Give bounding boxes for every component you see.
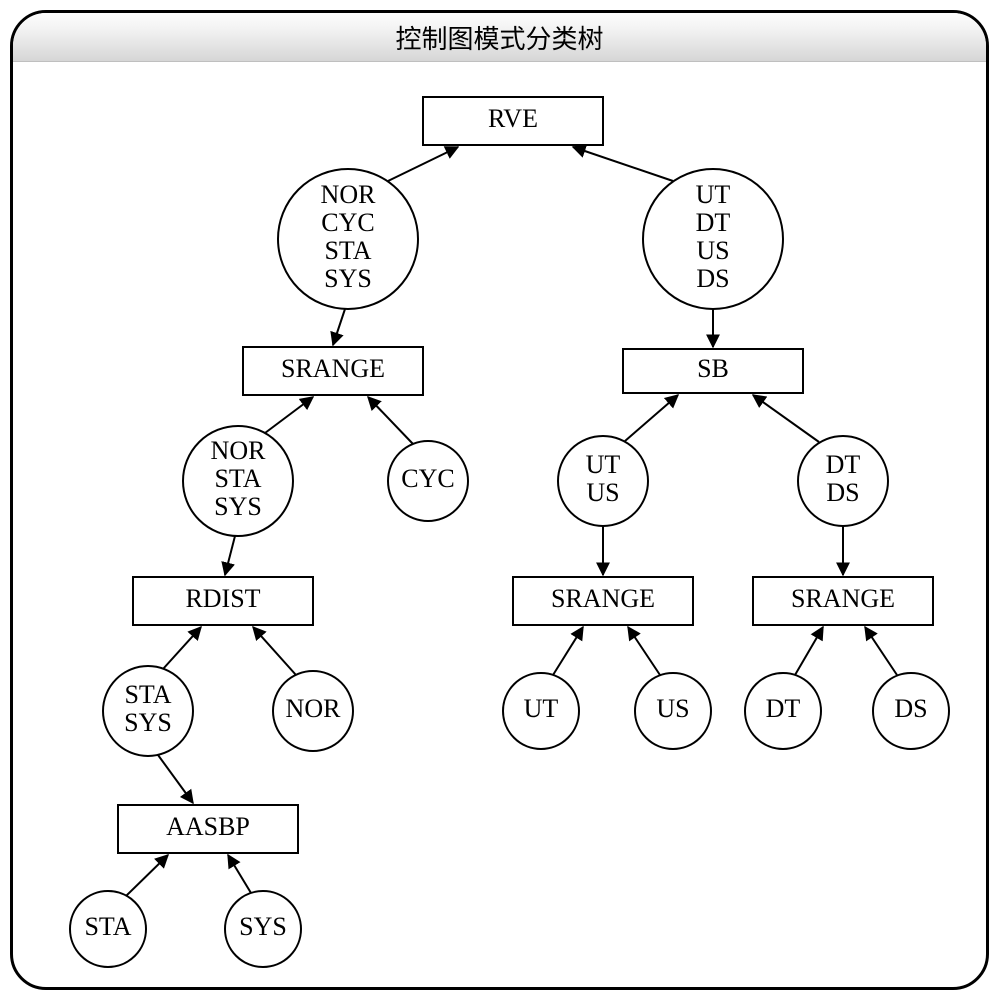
edge-nor-rdist [253, 627, 296, 675]
node-aasbp: AASBP [118, 805, 298, 853]
edge-sys-aasbp [228, 855, 251, 893]
node-stasys: STASYS [103, 666, 193, 756]
node-label: NOR [211, 436, 267, 465]
node-label: STA [124, 680, 171, 709]
node-nor: NOR [273, 671, 353, 751]
node-label: STA [214, 464, 261, 493]
edge-ncsy-rve [388, 147, 458, 181]
node-label: US [656, 694, 689, 723]
node-udud: UTDTUSDS [643, 169, 783, 309]
edge-cyc-srange1 [368, 397, 413, 444]
node-label: SYS [324, 264, 372, 293]
frame: 控制图模式分类树 RVENORCYCSTASYSUTDTUSDSSRANGESB… [0, 0, 999, 1000]
node-label: UT [696, 180, 731, 209]
edge-utus-sb [625, 395, 678, 441]
node-label: CYC [321, 208, 374, 237]
edge-dt-srange3 [795, 627, 823, 675]
node-label: RDIST [185, 584, 260, 613]
node-label: UT [524, 694, 559, 723]
edge-us-srange2 [628, 627, 660, 675]
node-ds: DS [873, 673, 949, 749]
node-us: US [635, 673, 711, 749]
node-label: SRANGE [281, 354, 385, 383]
node-ut: UT [503, 673, 579, 749]
node-label: UT [586, 450, 621, 479]
edge-nss-srange1 [265, 397, 313, 433]
node-label: SYS [239, 912, 287, 941]
tree-canvas: RVENORCYCSTASYSUTDTUSDSSRANGESBNORSTASYS… [13, 61, 989, 990]
edge-stasys-aasbp [158, 755, 193, 803]
edge-ncsy-srange1 [333, 309, 345, 345]
node-label: STA [84, 912, 131, 941]
edge-ut-srange2 [553, 627, 583, 675]
node-label: SRANGE [551, 584, 655, 613]
edge-stasys-rdist [163, 627, 201, 669]
node-sys: SYS [225, 891, 301, 967]
node-label: DS [696, 264, 729, 293]
node-srange2: SRANGE [513, 577, 693, 625]
node-label: DT [696, 208, 731, 237]
node-sta: STA [70, 891, 146, 967]
node-label: AASBP [166, 812, 250, 841]
node-label: SYS [124, 708, 172, 737]
edge-sta-aasbp [126, 855, 168, 896]
node-rdist: RDIST [133, 577, 313, 625]
title-bar: 控制图模式分类树 [13, 13, 986, 62]
edge-nss-rdist [225, 536, 235, 575]
edge-ds-srange3 [865, 627, 897, 675]
node-nss: NORSTASYS [183, 426, 293, 536]
node-label: DS [894, 694, 927, 723]
node-sb: SB [623, 349, 803, 393]
node-srange1: SRANGE [243, 347, 423, 395]
node-srange3: SRANGE [753, 577, 933, 625]
node-label: RVE [488, 104, 538, 133]
node-dt: DT [745, 673, 821, 749]
node-utus: UTUS [558, 436, 648, 526]
node-label: STA [324, 236, 371, 265]
node-label: DT [766, 694, 801, 723]
node-label: NOR [321, 180, 377, 209]
panel-title: 控制图模式分类树 [395, 19, 603, 56]
node-rve: RVE [423, 97, 603, 145]
edge-dtds-sb [753, 395, 819, 442]
node-label: US [586, 478, 619, 507]
node-label: CYC [401, 464, 454, 493]
node-dtds: DTDS [798, 436, 888, 526]
node-label: SYS [214, 492, 262, 521]
node-label: SRANGE [791, 584, 895, 613]
edge-udud-rve [573, 147, 673, 181]
node-cyc: CYC [388, 441, 468, 521]
node-ncsy: NORCYCSTASYS [278, 169, 418, 309]
nodes-layer: RVENORCYCSTASYSUTDTUSDSSRANGESBNORSTASYS… [70, 97, 949, 967]
node-label: NOR [286, 694, 342, 723]
node-label: DT [826, 450, 861, 479]
node-label: DS [826, 478, 859, 507]
diagram-panel: 控制图模式分类树 RVENORCYCSTASYSUTDTUSDSSRANGESB… [10, 10, 989, 990]
node-label: US [696, 236, 729, 265]
node-label: SB [697, 354, 729, 383]
